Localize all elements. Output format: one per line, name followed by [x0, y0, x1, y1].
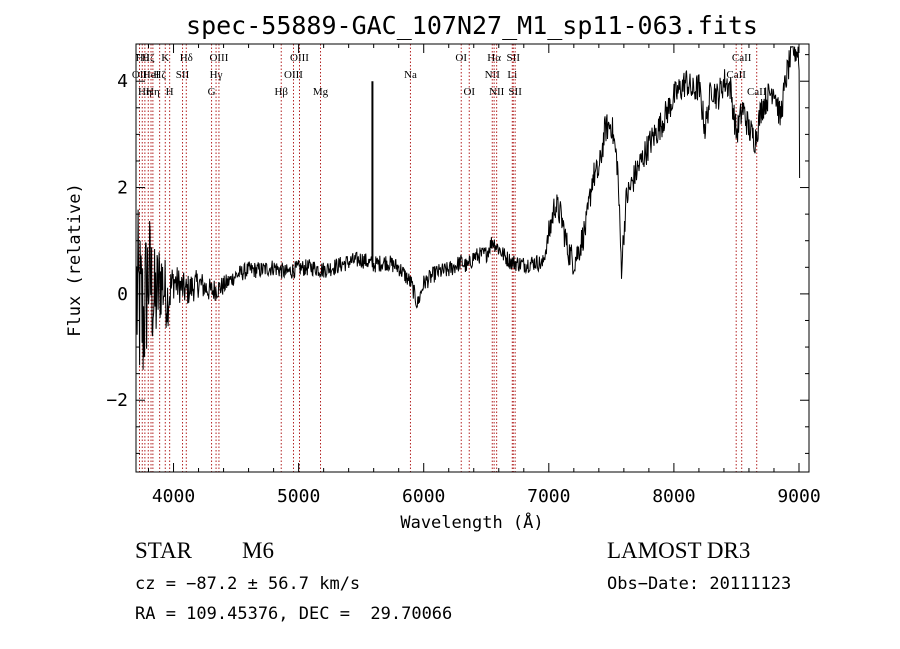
- marker-label-21: NII: [485, 69, 501, 81]
- spectrum-series: [136, 46, 801, 370]
- marker-label-20: OI: [463, 86, 475, 98]
- observation-date: Obs−Date: 20111123: [607, 574, 792, 594]
- spectrum-line: [136, 46, 801, 370]
- marker-label-11: G: [208, 86, 216, 98]
- marker-label-12: Hγ: [210, 69, 223, 81]
- x-tick-label-6000: 6000: [402, 486, 445, 507]
- marker-label-14: Hβ: [274, 86, 288, 98]
- axis-ticks: 4000 5000 6000 7000 8000 9000 −2 0 2 4: [106, 44, 821, 507]
- y-axis-label: Flux (relative): [65, 183, 85, 337]
- coordinates: RA = 109.45376, DEC = 29.70066: [135, 604, 453, 624]
- marker-label-22: Hα: [487, 52, 501, 64]
- marker-label-15: OIII: [284, 69, 303, 81]
- redshift-velocity: cz = −87.2 ± 56.7 km/s: [135, 574, 361, 594]
- y-tick-label-0: 0: [117, 284, 128, 305]
- marker-label-7: K: [161, 52, 169, 64]
- x-axis-label: Wavelength (Å): [400, 511, 543, 533]
- x-tick-label-4000: 4000: [152, 486, 195, 507]
- marker-label-10: Hδ: [180, 52, 193, 64]
- y-tick-label--2: −2: [106, 390, 128, 411]
- x-tick-label-8000: 8000: [652, 486, 695, 507]
- chart-title: spec-55889-GAC_107N27_M1_sp11-063.fits: [186, 11, 758, 40]
- marker-label-8: H: [166, 86, 174, 98]
- marker-label-6: Hζ: [153, 69, 166, 81]
- marker-label-5: Hη: [146, 86, 160, 98]
- marker-label-13: OIII: [209, 52, 228, 64]
- marker-label-2: Hη: [138, 86, 152, 98]
- y-tick-label-2: 2: [117, 178, 128, 199]
- y-tick-label-4: 4: [117, 71, 128, 92]
- plot-frame: [135, 43, 810, 473]
- marker-label-23: NII: [489, 86, 505, 98]
- marker-label-29: CaII: [747, 86, 767, 98]
- marker-label-3: Hζ: [142, 52, 155, 64]
- object-subclass: M6: [242, 538, 274, 563]
- marker-label-19: OI: [455, 52, 467, 64]
- marker-label-17: Mg: [313, 86, 329, 98]
- marker-label-26: SII: [508, 86, 522, 98]
- x-tick-label-7000: 7000: [527, 486, 570, 507]
- marker-label-28: CaII: [732, 52, 752, 64]
- object-class: STAR: [135, 538, 192, 563]
- marker-label-9: SII: [176, 69, 190, 81]
- x-tick-label-9000: 9000: [777, 486, 820, 507]
- marker-label-16: OIII: [290, 52, 309, 64]
- marker-label-18: Na: [404, 69, 417, 81]
- marker-label-24: Li: [507, 69, 517, 81]
- marker-label-27: CaII: [726, 69, 746, 81]
- marker-label-25: SII: [507, 52, 521, 64]
- survey-name: LAMOST DR3: [607, 538, 751, 563]
- x-tick-label-5000: 5000: [277, 486, 320, 507]
- marker-label-4: HeI: [143, 69, 160, 81]
